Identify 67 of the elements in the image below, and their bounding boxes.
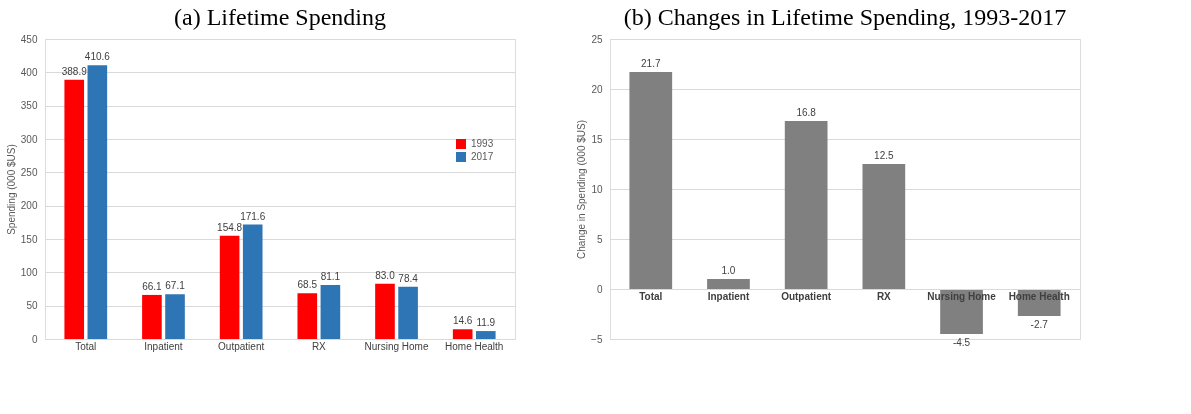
- x-tick-label: Nursing Home: [364, 340, 429, 352]
- y-tick-label: 5: [596, 233, 603, 245]
- y-tick-label: 200: [20, 200, 38, 212]
- y-tick-label: 400: [20, 66, 38, 78]
- bar: [707, 279, 750, 289]
- data-label: 388.9: [61, 65, 88, 77]
- bar: [862, 164, 906, 289]
- bar: [219, 235, 240, 339]
- y-tick-label: 100: [20, 266, 38, 278]
- bar: [87, 65, 108, 339]
- bar: [165, 294, 185, 339]
- bar: [64, 79, 85, 339]
- y-axis-title: Spending (000 $US): [5, 144, 17, 235]
- y-tick-label: 25: [591, 33, 603, 45]
- bar: [320, 284, 341, 339]
- y-tick-label: 0: [596, 283, 603, 295]
- y-tick-label: 0: [31, 333, 38, 345]
- bar: [452, 329, 473, 339]
- data-label: 68.5: [297, 279, 318, 291]
- bar: [398, 286, 418, 339]
- x-tick-label: Outpatient: [218, 340, 265, 352]
- data-label: 67.1: [165, 280, 186, 292]
- chart-title: (b) Changes in Lifetime Spending, 1993-2017: [623, 4, 1067, 30]
- x-tick-label: Outpatient: [781, 290, 832, 302]
- bar: [784, 121, 828, 289]
- data-label: 78.4: [398, 272, 419, 284]
- data-label: 12.5: [874, 150, 895, 161]
- x-tick-label: Inpatient: [144, 340, 183, 352]
- bar: [475, 331, 496, 339]
- y-tick-label: 20: [591, 83, 603, 95]
- y-tick-label: 15: [591, 133, 603, 145]
- y-axis-title: Change in Spending (000 $US): [576, 120, 588, 259]
- legend-label: 2017: [471, 151, 494, 162]
- data-label: 81.1: [320, 270, 341, 282]
- legend-label: 1993: [471, 138, 494, 149]
- x-tick-label: Inpatient: [707, 290, 750, 302]
- data-label: 410.6: [84, 51, 111, 63]
- bar: [375, 283, 395, 339]
- y-tick-label: 150: [20, 233, 38, 245]
- chart-title: (a) Lifetime Spending: [174, 4, 386, 30]
- data-label: 1.0: [721, 265, 736, 276]
- data-label: -4.5: [952, 337, 971, 348]
- x-tick-label: RX: [876, 290, 892, 302]
- data-label: 14.6: [452, 315, 473, 327]
- data-label: 154.8: [217, 221, 243, 233]
- y-tick-label: 10: [591, 183, 603, 195]
- data-label: 21.7: [641, 58, 661, 69]
- data-label: 11.9: [476, 317, 496, 329]
- y-tick-label: 50: [26, 300, 38, 312]
- y-tick-label: 350: [20, 100, 38, 112]
- bar: [297, 293, 318, 339]
- x-tick-label: RX: [311, 340, 327, 352]
- data-label: 16.8: [796, 107, 817, 118]
- data-label: -2.7: [1030, 319, 1049, 330]
- data-label: 171.6: [240, 210, 266, 222]
- bar: [142, 294, 162, 339]
- y-tick-label: 250: [20, 166, 38, 178]
- data-label: 66.1: [142, 280, 163, 292]
- x-tick-label: Home Health: [445, 340, 504, 352]
- x-tick-label: Total: [639, 290, 663, 302]
- x-tick-label: Total: [75, 340, 97, 352]
- data-label: 83.0: [375, 269, 396, 281]
- y-tick-label: −5: [591, 333, 603, 345]
- bar: [629, 72, 673, 289]
- y-tick-label: 300: [20, 133, 38, 145]
- bar: [242, 224, 263, 339]
- y-tick-label: 450: [20, 33, 38, 45]
